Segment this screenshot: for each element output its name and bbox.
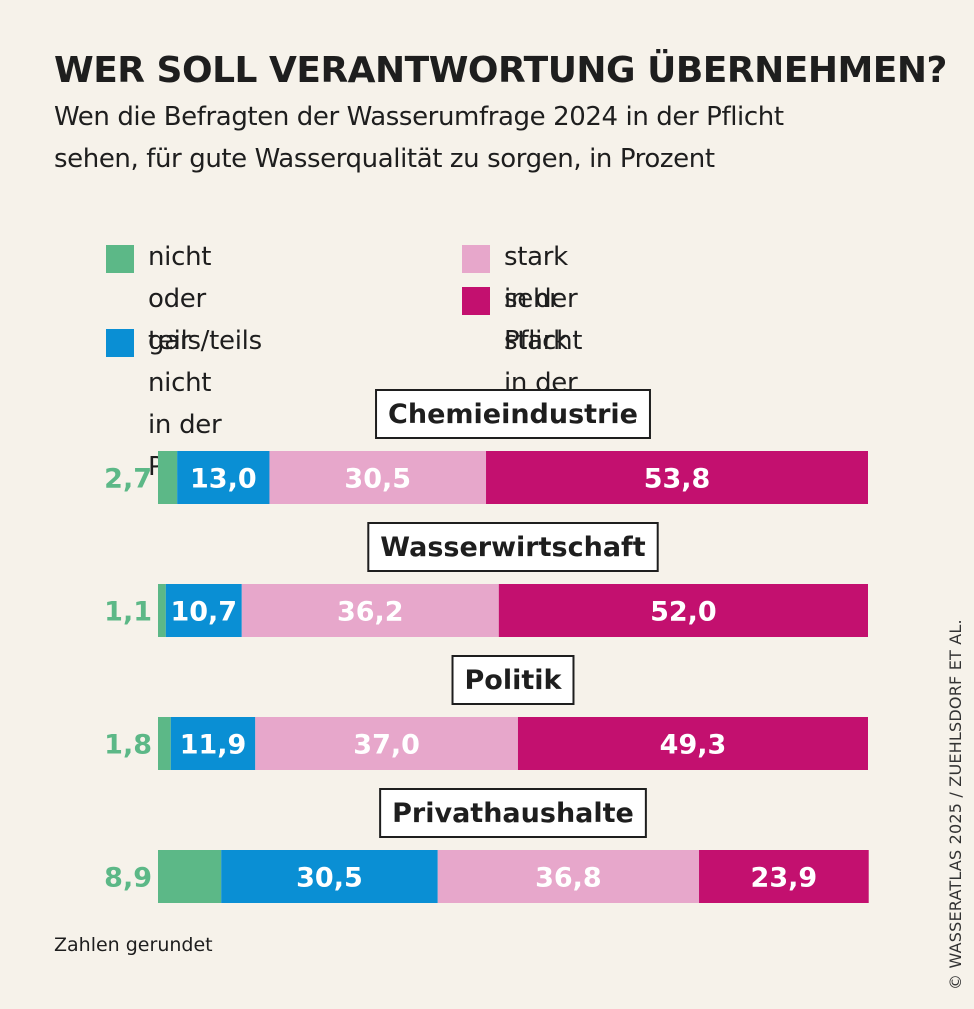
bar-politik-nicht xyxy=(158,717,171,770)
bar-chemieindustrie-stark xyxy=(269,451,487,504)
bar-chemieindustrie-teils xyxy=(177,451,270,504)
legend-item-stark: stark in der Pflicht xyxy=(462,242,582,362)
bar-privathaushalte-sehr-stark xyxy=(699,850,869,903)
bar-wasserwirtschaft-stark xyxy=(241,584,499,637)
category-label-chemieindustrie: Chemieindustrie xyxy=(388,399,638,430)
category-box-privathaushalte xyxy=(379,788,647,838)
bar-privathaushalte-stark xyxy=(437,850,700,903)
category-label-privathaushalte: Privathaushalte xyxy=(392,798,634,829)
bar-wasserwirtschaft-teils xyxy=(165,584,242,637)
legend-swatch-nicht xyxy=(106,245,134,273)
chart-title: WER SOLL VERANTWORTUNG ÜBERNEHMEN? xyxy=(54,50,947,91)
data-label-wasserwirtschaft-teils: 10,7 xyxy=(170,597,237,628)
chart-subtitle: Wen die Befragten der Wasserumfrage 2024… xyxy=(54,96,854,180)
bar-chemieindustrie-nicht xyxy=(158,451,178,504)
bar-wasserwirtschaft-sehr-stark xyxy=(498,584,868,637)
bar-privathaushalte-teils xyxy=(221,850,438,903)
data-label-privathaushalte-teils: 30,5 xyxy=(296,863,363,894)
bar-politik-stark xyxy=(255,717,518,770)
data-label-politik-nicht: 1,8 xyxy=(104,730,152,761)
data-label-wasserwirtschaft-sehr-stark: 52,0 xyxy=(650,597,717,628)
category-label-wasserwirtschaft: Wasserwirtschaft xyxy=(380,532,645,563)
data-label-privathaushalte-sehr-stark: 23,9 xyxy=(751,863,818,894)
data-label-chemieindustrie-nicht: 2,7 xyxy=(104,464,152,495)
subtitle-line-1: Wen die Befragten der Wasserumfrage 2024… xyxy=(54,102,784,132)
legend-swatch-stark xyxy=(462,245,490,273)
category-box-politik xyxy=(451,655,575,705)
data-label-politik-teils: 11,9 xyxy=(180,730,247,761)
footnote: Zahlen gerundet xyxy=(54,934,213,956)
legend-swatch-teils xyxy=(106,329,134,357)
data-label-chemieindustrie-stark: 30,5 xyxy=(344,464,411,495)
subtitle-line-2: sehen, für gute Wasserqualität zu sorgen… xyxy=(54,144,715,174)
category-box-wasserwirtschaft xyxy=(367,522,659,572)
legend-item-teils: teils/teils xyxy=(106,326,262,362)
bar-privathaushalte-nicht xyxy=(158,850,222,903)
data-label-privathaushalte-stark: 36,8 xyxy=(535,863,602,894)
bar-politik-teils xyxy=(170,717,256,770)
legend-label-teils: teils/teils xyxy=(148,326,262,356)
data-label-wasserwirtschaft-nicht: 1,1 xyxy=(104,597,152,628)
credit: © WASSERATLAS 2025 / ZUEHLSDORF ET AL. xyxy=(946,619,965,990)
data-label-chemieindustrie-teils: 13,0 xyxy=(190,464,257,495)
category-box-chemieindustrie xyxy=(375,389,651,439)
data-label-privathaushalte-nicht: 8,9 xyxy=(104,863,152,894)
category-label-politik: Politik xyxy=(465,665,563,696)
bar-wasserwirtschaft-nicht xyxy=(158,584,166,637)
data-label-politik-sehr-stark: 49,3 xyxy=(660,730,727,761)
legend-swatch-sehr-stark xyxy=(462,287,490,315)
data-label-politik-stark: 37,0 xyxy=(353,730,420,761)
legend-label-stark: stark in der Pflicht xyxy=(504,242,583,356)
bar-chemieindustrie-sehr-stark xyxy=(486,451,868,504)
data-label-wasserwirtschaft-stark: 36,2 xyxy=(337,597,404,628)
data-label-chemieindustrie-sehr-stark: 53,8 xyxy=(644,464,711,495)
bar-politik-sehr-stark xyxy=(517,717,868,770)
